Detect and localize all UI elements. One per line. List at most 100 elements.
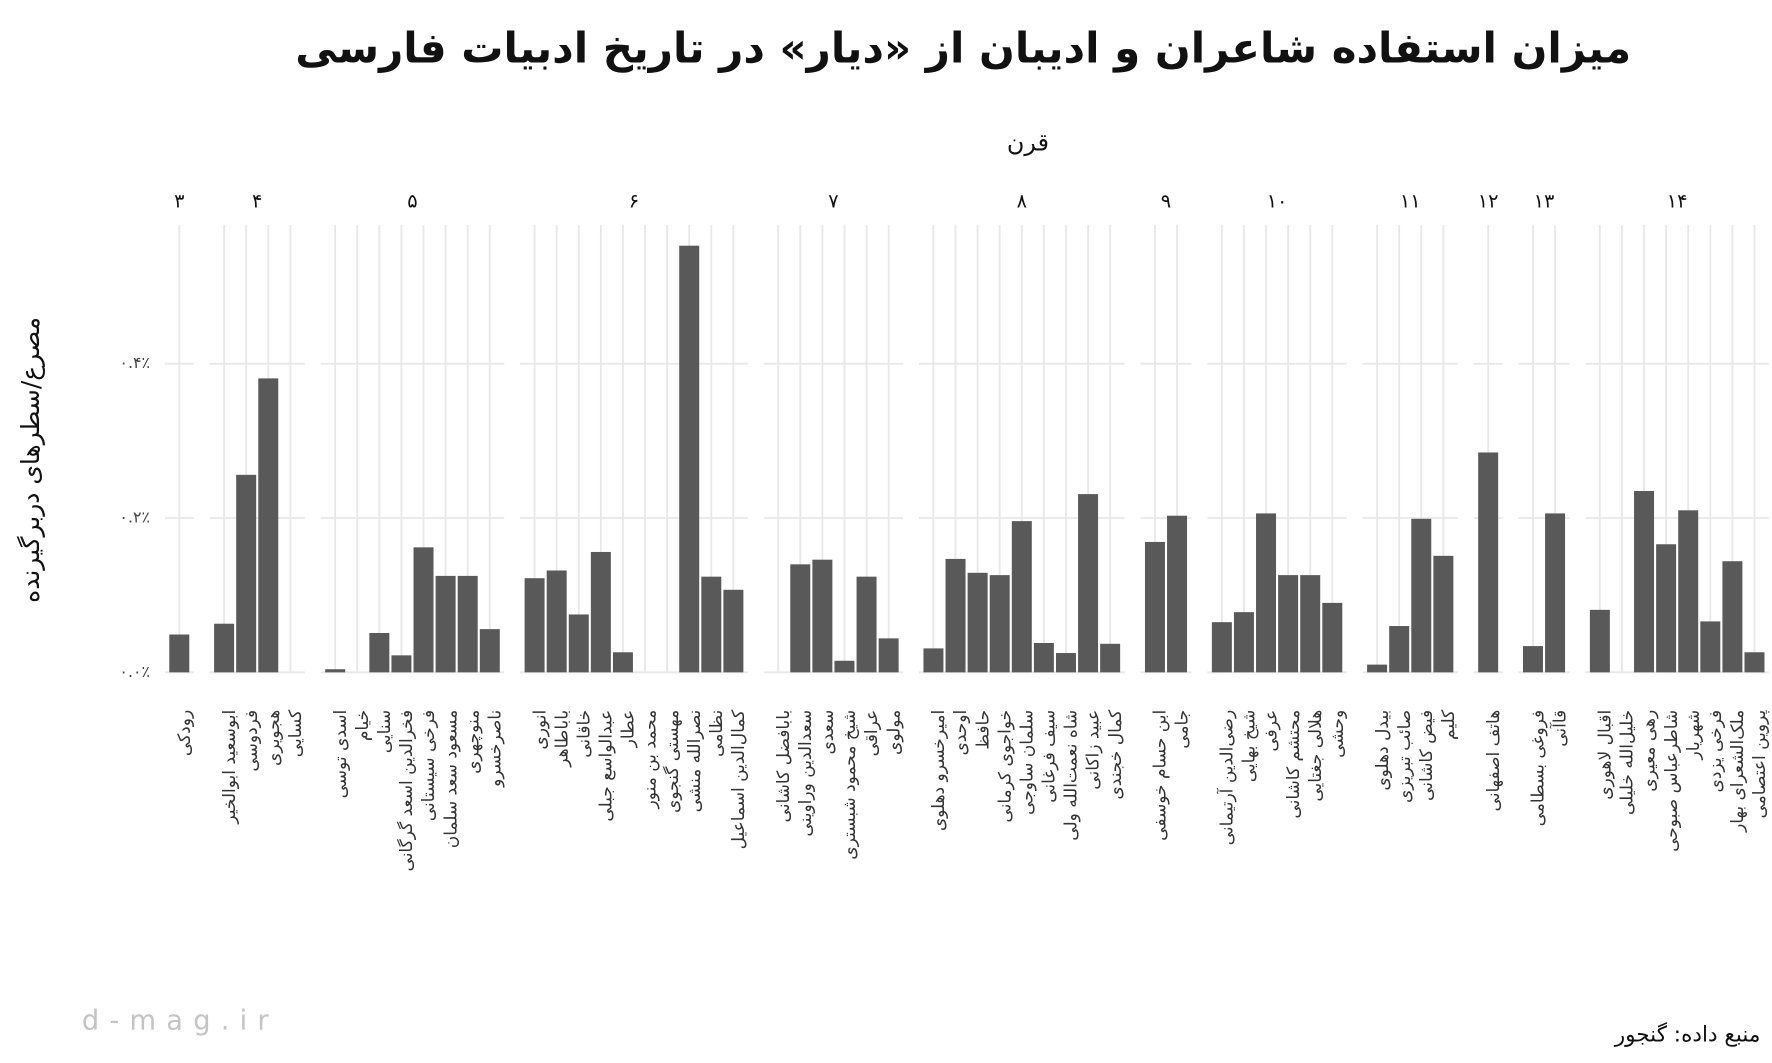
x-tick-label: بابافضل کاشانی [774, 710, 794, 823]
x-tick-label: فرخی سیستانی [419, 710, 439, 821]
x-tick-label: شیخ بهایی [1240, 710, 1260, 782]
x-tick-label: فردوسی [242, 710, 262, 772]
facet-label: ۹ [1161, 190, 1171, 213]
x-tick-label: محمد بن منور [641, 710, 661, 810]
bar [325, 669, 346, 673]
bar [1389, 626, 1410, 673]
facet-label: ۱۳ [1534, 190, 1555, 213]
bar [1744, 652, 1765, 673]
bar [679, 245, 700, 673]
x-tick-label: رهی معیری [1640, 710, 1660, 792]
x-tick-label: عبدالواسع جبلی [597, 710, 617, 822]
x-tick-label: رضی‌الدین آرتیمانی [1216, 710, 1238, 846]
bar [1678, 510, 1699, 673]
bar [1700, 621, 1721, 673]
x-tick-label: ملک‌الشعرای بهار [1728, 710, 1748, 833]
bar [546, 570, 567, 673]
bar [1367, 664, 1388, 673]
bar [1411, 518, 1432, 673]
x-tick-label: هلالی جغتایی [1306, 710, 1326, 802]
x-tick-label: نظامی [707, 710, 727, 757]
bar [413, 547, 434, 673]
facet-label: ۳ [174, 190, 184, 213]
facet-label: ۴ [252, 190, 262, 213]
bar [612, 652, 633, 673]
x-tick-label: باباطاهر [552, 710, 572, 768]
facet-label: ۸ [1017, 190, 1027, 213]
x-tick-label: نصرالله منشی [685, 710, 705, 813]
x-tick-label: منوچهری [463, 710, 483, 774]
x-tick-label: جامی [1173, 710, 1193, 749]
x-tick-label: خاقانی [574, 710, 594, 758]
x-tick-label: ابوسعید ابوالخیر [220, 710, 240, 825]
bar [790, 564, 811, 673]
bar [967, 572, 988, 673]
bar [1433, 555, 1454, 673]
x-tick-label: شاطرعباس صبوحی [1662, 710, 1682, 852]
bar [1211, 622, 1232, 673]
x-tick-label: حافظ [973, 710, 993, 750]
bar [1100, 643, 1121, 673]
bar [989, 575, 1010, 673]
bar [1545, 513, 1566, 673]
caption: منبع داده: گنجور [1614, 1022, 1761, 1048]
facet-label: ۱۴ [1667, 190, 1688, 213]
x-tick-label: خیام [353, 710, 373, 741]
x-tick-label: شاه نعمت‌الله ولی [1062, 710, 1082, 841]
x-tick-label: قاآنی [1549, 710, 1571, 747]
bar [1078, 494, 1099, 673]
x-tick-label: مولوی [884, 710, 904, 755]
bar [701, 576, 722, 673]
x-tick-label: امیرخسرو دهلوی [929, 710, 949, 831]
bar [568, 614, 589, 673]
x-tick-label: کسایی [286, 709, 306, 757]
y-tick-label: ۰.۴٪ [119, 353, 150, 372]
bar [1278, 575, 1299, 673]
x-tick-label: اقبال لاهوری [1596, 710, 1616, 800]
bar [524, 578, 545, 673]
x-tick-label: فرخی یزدی [1706, 710, 1726, 793]
bar [856, 576, 877, 673]
x-tick-label: کمال‌الدین اسماعیل [729, 709, 749, 850]
bar [1233, 612, 1254, 673]
bar [169, 634, 190, 673]
bar [479, 629, 500, 673]
x-tick-label: بیدل دهلوی [1373, 710, 1393, 791]
bar [923, 648, 944, 673]
bar [1589, 609, 1610, 673]
x-tick-label: سلمان ساوجی [1017, 710, 1037, 815]
bar [878, 638, 899, 673]
x-tick-label: هاتف اصفهانی [1484, 710, 1504, 812]
bar [1300, 575, 1321, 673]
bar [1055, 653, 1076, 673]
x-tick-label: کلیم [1439, 709, 1459, 740]
x-tick-label: عرفی [1262, 710, 1282, 752]
x-tick-label: مسعود سعد سلمان [441, 710, 461, 848]
chart-title: میزان استفاده شاعران و ادیبان از «دیار» … [295, 24, 1631, 74]
y-tick-label: ۰.۲٪ [119, 508, 150, 527]
bar [945, 558, 966, 673]
x-tick-label: سعدی [818, 710, 838, 755]
x-tick-label: هجویری [264, 710, 284, 766]
bar [435, 575, 456, 673]
x-tick-label: عبید زاکانی [1084, 710, 1104, 790]
bar [236, 474, 257, 673]
bar [1656, 544, 1677, 673]
x-tick-label: صائب تبریزی [1395, 710, 1415, 803]
facet-label: ۱۰ [1267, 190, 1288, 213]
x-tick-label: وحشی [1328, 710, 1348, 758]
x-tick-label: اسدی توسی [331, 710, 351, 799]
x-tick-label: عراقی [862, 710, 882, 757]
bar [1522, 646, 1543, 673]
x-tick-label: ابن حسام خوسفی [1151, 710, 1171, 841]
bar [1011, 521, 1032, 673]
x-tick-label: فروغی بسطامی [1529, 710, 1549, 827]
bar [1144, 541, 1165, 673]
x-tick-label: شیخ محمود شبستری [840, 710, 860, 860]
x-tick-label: کمال خجندی [1106, 709, 1126, 800]
facet-label: ۱۲ [1478, 190, 1499, 213]
bar [1634, 491, 1655, 673]
bar [1033, 643, 1054, 673]
x-tick-label: پروین اعتصامی [1750, 710, 1770, 819]
